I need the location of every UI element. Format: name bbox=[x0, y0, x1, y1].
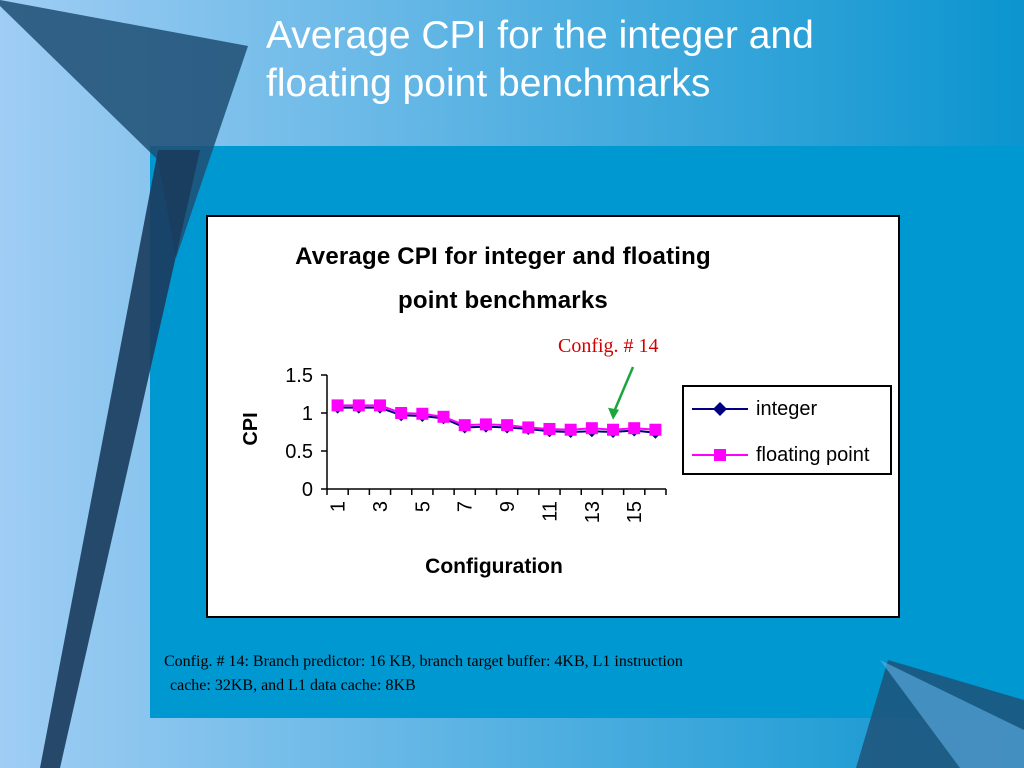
config-callout: Config. # 14 bbox=[558, 335, 659, 357]
x-tick-label: 7 bbox=[455, 501, 477, 512]
slide-title-line1: Average CPI for the integer and bbox=[266, 14, 814, 57]
chart-frame: Average CPI for integer and floating poi… bbox=[206, 215, 900, 618]
legend-label-floating-point: floating point bbox=[756, 444, 870, 466]
data-point-floating-point bbox=[352, 399, 365, 412]
data-point-floating-point bbox=[607, 423, 620, 436]
data-point-floating-point bbox=[522, 421, 535, 434]
footnote-line2: cache: 32KB, and L1 data cache: 8KB bbox=[170, 677, 416, 694]
footnote-line1: Config. # 14: Branch predictor: 16 KB, b… bbox=[164, 653, 683, 670]
x-axis-label: Configuration bbox=[425, 555, 563, 578]
data-point-floating-point bbox=[628, 422, 641, 435]
annotation-arrow-line bbox=[612, 366, 635, 413]
data-point-floating-point bbox=[649, 423, 662, 436]
chart-title-line2: point benchmarks bbox=[398, 287, 608, 314]
x-tick-label: 13 bbox=[582, 501, 604, 523]
y-tick-label: 1 bbox=[302, 403, 313, 425]
x-tick-label: 1 bbox=[328, 501, 350, 512]
x-tick-label: 5 bbox=[412, 501, 434, 512]
chart-plot: 00.511.51 3 5 7 9 11 13 15 bbox=[285, 365, 667, 523]
chart-legend: integer floating point bbox=[682, 385, 892, 475]
data-point-floating-point bbox=[373, 399, 386, 412]
x-tick-label: 15 bbox=[624, 501, 646, 523]
footnote: Config. # 14: Branch predictor: 16 KB, b… bbox=[164, 650, 914, 698]
data-point-floating-point bbox=[416, 407, 429, 420]
series-line-integer bbox=[337, 406, 656, 434]
data-point-floating-point bbox=[543, 422, 556, 435]
data-point-floating-point bbox=[331, 399, 344, 412]
data-point-floating-point bbox=[437, 410, 450, 423]
slide-title-line2: floating point benchmarks bbox=[266, 62, 711, 105]
x-tick-label: 11 bbox=[539, 501, 561, 522]
x-tick-label: 9 bbox=[497, 501, 519, 512]
legend-label-integer: integer bbox=[756, 398, 818, 420]
legend-item-floating-point: floating point bbox=[688, 441, 888, 469]
y-tick-label: 0 bbox=[302, 479, 313, 501]
slide-title: Average CPI for the integer and floating… bbox=[266, 12, 966, 108]
data-point-floating-point bbox=[501, 419, 514, 432]
data-point-floating-point bbox=[564, 423, 577, 436]
legend-item-integer: integer bbox=[688, 395, 888, 423]
y-tick-label: 0.5 bbox=[285, 441, 313, 463]
data-point-floating-point bbox=[585, 422, 598, 435]
y-tick-label: 1.5 bbox=[285, 365, 313, 387]
data-point-floating-point bbox=[395, 407, 408, 419]
left-dark-band bbox=[40, 150, 200, 768]
legend-marker-integer bbox=[692, 402, 748, 416]
annotation-arrow-head bbox=[608, 407, 620, 420]
chart-title: Average CPI for integer and floating poi… bbox=[268, 235, 738, 323]
data-point-floating-point bbox=[479, 418, 492, 431]
series-line-floating-point bbox=[337, 404, 656, 431]
bottom-right-light-shape bbox=[880, 660, 1024, 768]
data-point-floating-point bbox=[458, 419, 471, 432]
chart-title-line1: Average CPI for integer and floating bbox=[295, 243, 711, 270]
legend-marker-floating-point bbox=[692, 449, 748, 461]
x-tick-label: 3 bbox=[370, 501, 392, 512]
